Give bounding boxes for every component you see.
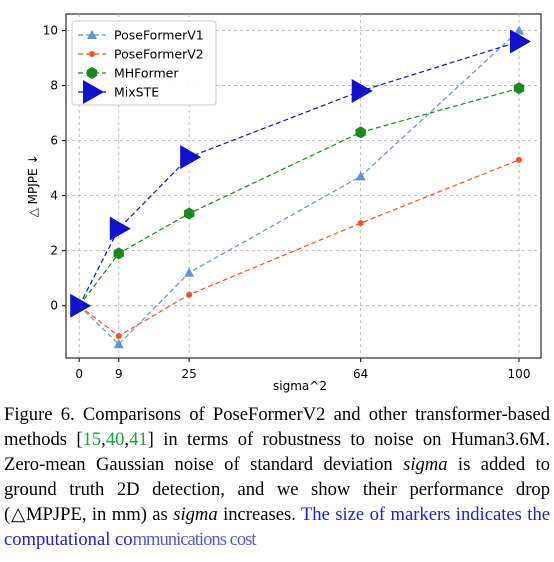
legend-box [71,20,217,106]
legend: PoseFormerV1 PoseFormerV2 MHFormer MixSTE [71,20,217,106]
caption-text: , [101,429,106,450]
y-axis-ticks: 0 2 4 6 8 10 [43,24,66,313]
figure-caption: Figure 6. Comparisons of PoseFormerV2 an… [4,402,550,552]
legend-label: MHFormer [114,66,179,81]
data-point-poseformerv2 [186,291,193,298]
caption-text: ] in terms of robustness to noise on Hum… [4,429,550,475]
x-tick-label: 0 [75,367,83,381]
citation-link[interactable]: 15 [82,429,102,450]
data-point-poseformerv1 [514,25,525,35]
x-tick-label: 64 [353,367,368,381]
x-axis-label: sigma^2 [273,379,327,393]
y-axis-label: △ MPJPE ↓ [26,155,40,218]
x-axis-ticks: 0 9 25 64 100 [75,358,530,381]
caption-truncated: mmunications cost [132,529,257,550]
citation-link[interactable]: 41 [129,429,148,450]
legend-label: PoseFormerV1 [114,28,204,43]
legend-marker [83,80,104,104]
legend-marker [89,51,95,57]
math-sigma: sigma [173,504,218,525]
data-point-mixste [70,293,92,318]
y-tick-label: 8 [50,79,58,93]
data-point-poseformerv1 [113,339,124,349]
legend-marker [87,30,97,39]
caption-text: Figure 6. Comparisons of PoseFormerV2 an… [4,404,550,450]
data-point-mhformer [355,126,366,139]
chart: 0 9 25 64 100 0 2 4 6 8 10 sigma^2 △ MPJPE ↓ Pose… [26,13,542,393]
y-tick-label: 4 [50,189,58,203]
data-point-mhformer [113,247,124,260]
data-point-mixste [109,216,131,241]
legend-label: MixSTE [114,85,159,100]
data-point-mixste [351,79,373,104]
data-point-mhformer [183,207,195,220]
data-point-poseformerv1 [184,267,195,277]
caption-text: , [124,429,130,450]
data-point-poseformerv2 [516,156,523,163]
x-tick-label: 9 [115,367,123,381]
caption-text: is added to ground truth 2D detection, a… [4,454,550,525]
data-point-poseformerv2 [357,220,364,227]
legend-marker [86,67,98,79]
data-point-mixste [510,29,532,54]
data-point-poseformerv1 [355,171,366,181]
y-tick-label: 6 [50,134,58,148]
legend-label: PoseFormerV2 [114,47,204,62]
math-sigma: sigma [403,454,448,475]
caption-highlight: The size of markers indicates the comput… [4,504,550,550]
caption-text: increases. [217,504,301,525]
y-tick-label: 10 [43,24,58,38]
y-tick-label: 0 [50,299,58,313]
y-tick-label: 2 [50,244,58,258]
x-tick-label: 25 [182,367,197,381]
series-markers [70,25,532,349]
data-point-poseformerv2 [115,332,122,339]
data-point-mhformer [513,82,525,95]
data-point-mixste [180,145,202,170]
citation-link[interactable]: 40 [105,429,125,450]
x-tick-label: 100 [508,367,531,381]
